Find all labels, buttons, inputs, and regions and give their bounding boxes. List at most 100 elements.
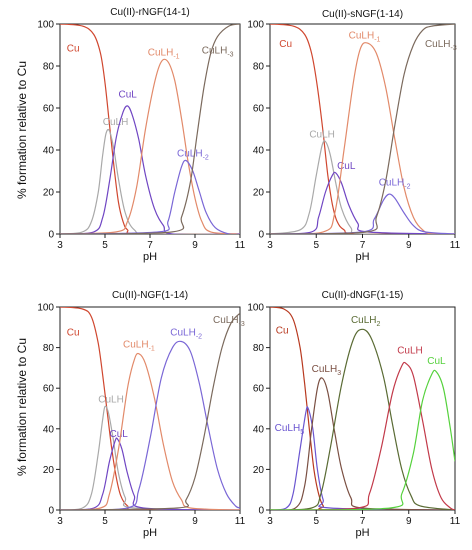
series-label-culh: CuLH [397,346,423,357]
x-tick-label: 11 [450,240,461,251]
x-tick-label: 11 [235,240,246,251]
chart-title: Cu(II)-dNGF(1-15) [322,290,404,301]
series-label-culh-3: CuLH-3 [213,315,245,328]
x-tick-label: 9 [406,240,412,251]
series-line-culh-3 [60,24,240,234]
series-line-culh-3 [270,24,455,234]
series-label-culh: CuLH [309,129,335,140]
y-axis-label-bottom: % formation relative to Cu [15,338,29,476]
chart-panel-dngf: Cu(II)-dNGF(1-15) 3 5 7 9 11 0 20 40 60 80 100 pH Cu C… [247,290,460,539]
y-tick-label: 0 [48,506,54,517]
y-tick-label: 40 [43,146,55,157]
series-label-culh-3: CuLH-3 [202,45,234,58]
x-tick-label: 3 [57,240,63,251]
y-tick-label: 60 [43,104,55,115]
series-line-cu [270,24,455,234]
plot-frame [59,306,241,511]
y-tick-label: 80 [253,343,265,354]
series-line-culh [270,361,455,510]
x-tick-label: 5 [102,516,108,527]
series-label-cu: Cu [67,327,80,338]
y-axis-label-top: % formation relative to Cu [15,61,29,199]
x-tick-label: 9 [192,240,198,251]
y-tick-label: 80 [253,62,265,73]
chart-title: Cu(II)-rNGF(14-1) [110,7,189,18]
series-label-culh-2: CuLH-2 [379,178,411,191]
x-tick-label: 9 [406,516,412,527]
series-label-culh2: CuLH2 [351,315,381,328]
y-tick-label: 40 [43,424,55,435]
series-line-cul [270,171,455,234]
x-axis-label: pH [355,527,369,539]
series-label-cu: Cu [276,325,289,336]
series-line-culh [270,140,455,234]
x-tick-label: 11 [450,516,461,527]
series-line-culh [60,128,240,234]
series-label-culh5: CuLH5 [275,423,305,436]
chart-panel-rngf: Cu(II)-rNGF(14-1) 3 5 7 9 11 0 20 40 60 80 100 pH Cu C… [37,7,245,263]
x-tick-label: 7 [360,240,366,251]
series-line-culh [60,405,240,510]
series-label-culh-2: CuLH-2 [177,148,209,161]
series-label-cu: Cu [67,43,80,54]
y-tick-label: 100 [37,20,54,31]
series-line-culh-2 [270,193,455,234]
y-tick-label: 100 [247,20,264,31]
chart-title: Cu(II)-NGF(1-14) [112,290,188,301]
y-tick-label: 0 [258,506,264,517]
x-tick-label: 5 [313,240,319,251]
series-line-culh-1 [60,352,240,510]
x-tick-label: 5 [313,516,319,527]
series-label-cul: CuL [110,429,129,440]
x-tick-label: 7 [147,240,153,251]
series-line-culh-1 [60,58,240,234]
chart-title: Cu(II)-sNGF(1-14) [322,9,403,20]
x-tick-label: 9 [192,516,198,527]
y-tick-label: 20 [43,465,55,476]
y-tick-label: 20 [253,188,265,199]
series-label-culh-1: CuLH-1 [148,48,180,61]
x-tick-label: 11 [235,516,246,527]
series-line-culh-2 [60,159,240,234]
chart-panel-ngf: Cu(II)-NGF(1-14) 3 5 7 9 11 0 20 40 60 80 100 pH Cu Cu… [37,290,245,539]
y-tick-label: 80 [43,62,55,73]
series-label-culh-3: CuLH-3 [425,39,457,52]
series-label-culh-2: CuLH-2 [170,327,202,340]
series-line-culh-1 [270,42,455,234]
x-axis-label: pH [143,527,157,539]
x-tick-label: 3 [57,516,63,527]
y-tick-label: 40 [253,146,265,157]
series-line-cu [60,24,240,234]
series-line-cul [60,437,240,510]
y-tick-label: 20 [43,188,55,199]
series-label-culh-1: CuLH-1 [123,340,155,353]
series-label-culh: CuLH [103,117,129,128]
series-line-cul [60,105,240,234]
series-line-cul [270,369,455,510]
y-tick-label: 40 [253,424,265,435]
chart-panel-sngf: Cu(II)-sNGF(1-14) 3 5 7 9 11 0 20 40 60 80 100 pH Cu C… [247,9,460,263]
plot-frame [269,23,456,235]
x-tick-label: 7 [147,516,153,527]
series-line-cu [60,307,240,510]
y-tick-label: 60 [253,104,265,115]
y-tick-label: 20 [253,465,265,476]
series-line-culh2 [270,328,455,510]
series-line-cu [270,307,455,510]
series-label-cul: CuL [427,356,446,367]
series-label-cul: CuL [337,161,356,172]
x-axis-label: pH [143,251,157,263]
y-tick-label: 100 [247,303,264,314]
y-tick-label: 0 [48,230,54,241]
y-tick-label: 60 [253,384,265,395]
series-line-culh5 [270,406,455,510]
series-label-culh3: CuLH3 [312,364,342,377]
series-label-cul: CuL [119,90,138,101]
y-tick-label: 80 [43,343,55,354]
series-label-cu: Cu [279,39,292,50]
series-line-culh3 [270,377,455,510]
series-line-culh-2 [60,340,240,510]
x-tick-label: 5 [102,240,108,251]
series-label-culh-1: CuLH-1 [349,31,381,44]
